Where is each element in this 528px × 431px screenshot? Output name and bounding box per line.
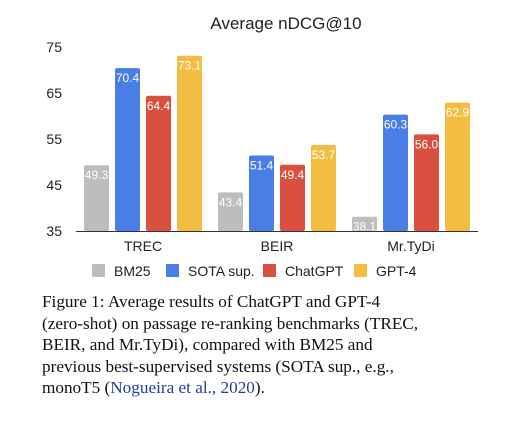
bar xyxy=(383,114,408,231)
bar xyxy=(84,165,109,231)
bar xyxy=(352,216,377,231)
caption-line: monoT5 (Nogueira et al., 2020). xyxy=(42,377,490,399)
data-label: 49.3 xyxy=(85,168,109,182)
y-tick-label: 55 xyxy=(46,131,62,147)
x-tick-label: Mr.TyDi xyxy=(387,238,434,254)
y-tick-label: 35 xyxy=(46,223,62,239)
data-label: 73.1 xyxy=(178,59,202,73)
citation-link[interactable]: Nogueira et al., 2020 xyxy=(110,378,255,397)
data-label: 62.9 xyxy=(446,106,470,120)
legend-swatch xyxy=(263,264,276,277)
y-tick-label: 65 xyxy=(46,85,62,101)
caption-line: previous best-supervised systems (SOTA s… xyxy=(42,356,394,376)
bar xyxy=(311,144,336,231)
bar xyxy=(280,164,305,231)
data-label: 38.1 xyxy=(353,220,377,234)
bars: 49.3 70.4 64.4 73.1 43.4 51.4 49.4 53.7 38.1 60.3… xyxy=(84,55,470,234)
caption-line: Figure 1: Average results of ChatGPT and… xyxy=(42,292,381,311)
legend-label: BM25 xyxy=(114,263,151,279)
bar xyxy=(146,95,171,231)
data-label: 49.4 xyxy=(281,168,305,182)
y-tick-label: 75 xyxy=(46,39,62,55)
x-axis: TREC BEIR Mr.TyDi xyxy=(76,231,478,254)
data-label: 56.0 xyxy=(415,137,439,151)
bar xyxy=(177,55,202,231)
bar-chart: Average nDCG@10 35 45 55 65 75 49.3 70.4 64.4 7… xyxy=(46,14,478,279)
figure-caption: Figure 1: Average results of ChatGPT and… xyxy=(42,291,490,399)
x-tick-label: BEIR xyxy=(261,238,294,254)
bar xyxy=(115,68,140,231)
legend: BM25 SOTA sup. ChatGPT GPT-4 xyxy=(92,263,417,279)
y-tick-label: 45 xyxy=(46,177,62,193)
bar xyxy=(249,155,274,231)
legend-swatch xyxy=(92,264,105,277)
data-label: 51.4 xyxy=(250,159,274,173)
bar xyxy=(414,134,439,231)
chart-title: Average nDCG@10 xyxy=(210,14,361,33)
y-axis: 35 45 55 65 75 xyxy=(46,39,62,239)
legend-swatch xyxy=(354,264,367,277)
data-label: 43.4 xyxy=(219,195,243,209)
data-label: 64.4 xyxy=(147,99,171,113)
legend-label: ChatGPT xyxy=(285,263,344,279)
data-label: 60.3 xyxy=(384,118,408,132)
bar xyxy=(445,102,470,231)
caption-line: BEIR, and Mr.TyDi), compared with BM25 a… xyxy=(42,335,373,354)
legend-label: GPT-4 xyxy=(376,263,417,279)
data-label: 53.7 xyxy=(312,148,336,162)
legend-swatch xyxy=(166,264,179,277)
x-tick-label: TREC xyxy=(124,238,162,254)
bar xyxy=(218,192,243,231)
caption-line: (zero-shot) on passage re-ranking benchm… xyxy=(42,313,419,333)
caption-text: ). xyxy=(254,378,265,397)
data-label: 70.4 xyxy=(116,71,140,85)
legend-label: SOTA sup. xyxy=(188,263,255,279)
caption-text: monoT5 ( xyxy=(42,378,111,397)
